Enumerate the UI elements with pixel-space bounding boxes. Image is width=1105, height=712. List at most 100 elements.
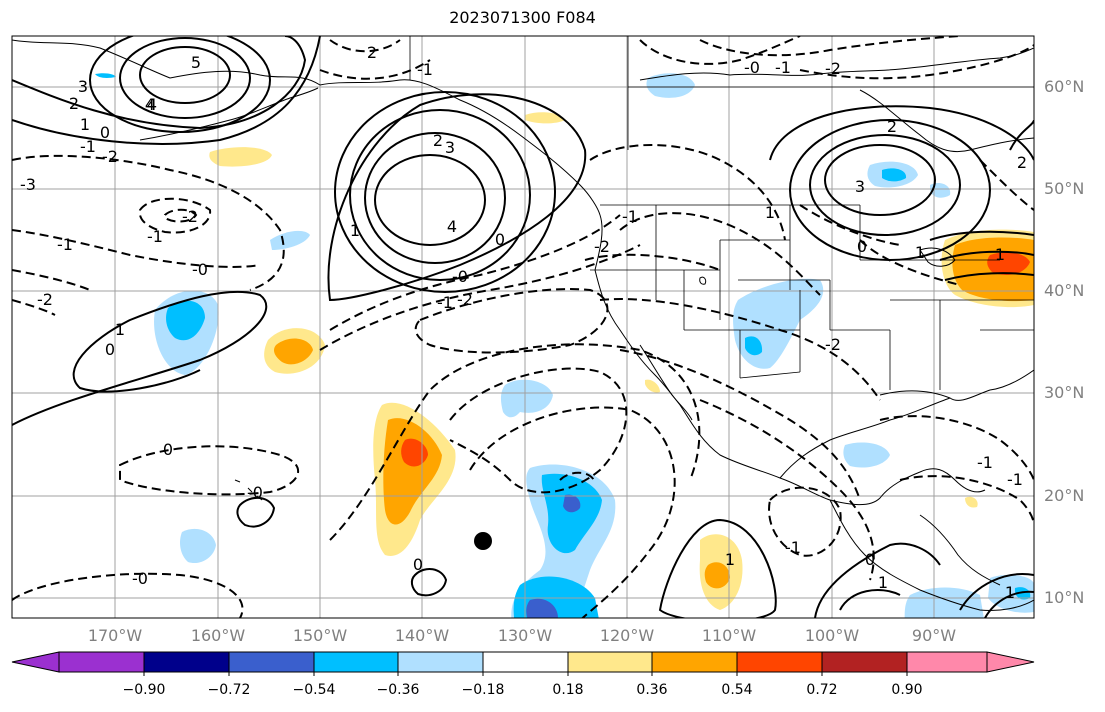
contour-line xyxy=(619,349,861,501)
map-area: 5 4 3 2 1 0 -1 -2 -3 4 3 2 1 0 -0 -1 -2 … xyxy=(12,36,1034,618)
contour-line xyxy=(12,154,285,291)
contour-label: -2 xyxy=(37,290,53,309)
anomaly-blob xyxy=(270,230,310,250)
contour-label: -2 xyxy=(825,335,841,354)
contour-line xyxy=(929,230,1034,241)
contour-label: -1 xyxy=(977,453,993,472)
lon-label: 110°W xyxy=(701,626,757,645)
contour-label: -1 xyxy=(622,207,638,226)
contour-label: -0 xyxy=(192,260,208,279)
contour-line xyxy=(449,367,628,494)
anomaly-blob xyxy=(274,338,313,365)
contour-line xyxy=(89,36,271,133)
contour-line xyxy=(599,298,881,401)
contour-line xyxy=(768,486,842,557)
contour-line xyxy=(879,415,1034,481)
contour-label: 0 xyxy=(100,123,110,142)
negative-contours xyxy=(12,36,1034,618)
contour-label: -1 xyxy=(437,293,453,312)
anomaly-blob xyxy=(541,473,602,554)
contour-label: 1 xyxy=(878,573,888,592)
baja-california xyxy=(639,344,693,421)
contour-label: 3 xyxy=(445,138,455,157)
contour-line xyxy=(349,109,531,281)
contour-label: -2 xyxy=(182,207,198,226)
contour-line xyxy=(334,91,556,293)
lon-label: 100°W xyxy=(804,626,860,645)
contour-line xyxy=(799,204,901,246)
anomaly-blob xyxy=(645,379,660,393)
contour-line xyxy=(959,573,1034,611)
contour-line xyxy=(164,208,198,223)
colorbar-tick-label: 0.36 xyxy=(636,682,668,698)
contour-line xyxy=(658,518,777,618)
contour-label: -0 xyxy=(744,58,760,77)
contour-label: 0 xyxy=(857,237,867,256)
lat-label: 10°N xyxy=(1044,588,1085,607)
contour-label: 2 xyxy=(367,43,377,62)
contour-line xyxy=(699,399,875,581)
contour-label: 0 xyxy=(163,440,173,459)
colorbar-tick-label: 0.18 xyxy=(552,682,584,698)
us-gulf-coast xyxy=(879,369,1034,401)
contour-line xyxy=(12,299,56,316)
colorbar-bin xyxy=(228,651,315,673)
contour-line xyxy=(799,44,1034,80)
contour-label: 5 xyxy=(191,53,201,72)
lat-label: 60°N xyxy=(1044,77,1085,96)
contour-label: 1 xyxy=(80,115,90,134)
contour-label: -1 xyxy=(80,137,96,156)
contour-line xyxy=(410,568,448,597)
colorbar-bin xyxy=(58,651,145,673)
contour-line xyxy=(809,134,961,236)
anomaly-blob xyxy=(563,494,581,513)
colorbar-bin xyxy=(482,651,569,673)
contour-label: -1 xyxy=(785,538,801,557)
colorbar-extend-right xyxy=(986,651,1035,673)
anomaly-blob xyxy=(745,336,763,356)
anomaly-blob xyxy=(383,418,442,525)
contour-line xyxy=(639,36,801,65)
lon-label: 160°W xyxy=(190,626,246,645)
contour-line xyxy=(119,445,300,496)
contour-line xyxy=(364,132,506,264)
canada-coast xyxy=(594,214,603,271)
colorbar-bin xyxy=(567,651,653,673)
lon-label: 150°W xyxy=(292,626,348,645)
contour-label: -1 xyxy=(417,60,433,79)
colorbar-bin xyxy=(313,651,399,673)
contour-label: 0 xyxy=(413,555,423,574)
anomaly-blob xyxy=(987,252,1030,275)
anomaly-blob xyxy=(525,112,565,124)
lon-label: 120°W xyxy=(599,626,655,645)
anomaly-blob xyxy=(1014,587,1031,600)
hudson-bay xyxy=(859,89,1034,153)
contour-line xyxy=(899,475,1034,526)
colorbar-tick-label: 0.72 xyxy=(806,682,838,698)
anomaly-blob xyxy=(965,496,978,508)
lat-label: 50°N xyxy=(1044,179,1085,198)
contour-label: -0 xyxy=(132,569,148,588)
contour-line xyxy=(589,144,786,241)
anomaly-blob xyxy=(904,587,984,618)
graticule xyxy=(12,36,1034,618)
colorbar-tick-label: −0.18 xyxy=(461,682,505,698)
contour-line xyxy=(119,37,251,119)
contour-label: -3 xyxy=(20,175,36,194)
contour-line xyxy=(559,471,596,483)
contour-label: -1 xyxy=(775,58,791,77)
contour-label: 1 xyxy=(115,320,125,339)
contour-label: 2 xyxy=(69,94,79,113)
contour-line xyxy=(12,572,244,618)
contour-label: -1 xyxy=(1007,470,1023,489)
contour-label: 0 xyxy=(495,230,505,249)
contour-line xyxy=(236,496,276,528)
contour-line xyxy=(699,36,961,57)
contour-label: 1 xyxy=(350,221,360,240)
contour-label: 4 xyxy=(447,217,457,236)
contour-line xyxy=(329,39,401,53)
contour-line xyxy=(329,343,701,541)
contour-label: 3 xyxy=(855,177,865,196)
contour-line xyxy=(139,46,231,104)
central-america xyxy=(829,499,1034,611)
